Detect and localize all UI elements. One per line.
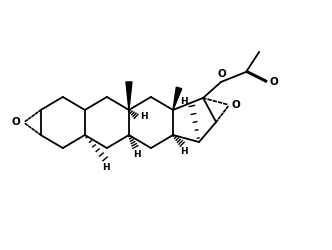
- Text: H: H: [140, 112, 148, 122]
- Text: O: O: [12, 118, 20, 128]
- Polygon shape: [173, 87, 182, 110]
- Text: O: O: [269, 77, 278, 87]
- Text: H: H: [102, 162, 110, 172]
- Text: H: H: [180, 146, 188, 156]
- Polygon shape: [126, 82, 132, 110]
- Text: H: H: [180, 98, 188, 106]
- Text: O: O: [217, 70, 226, 80]
- Text: H: H: [133, 150, 141, 158]
- Text: O: O: [232, 100, 240, 110]
